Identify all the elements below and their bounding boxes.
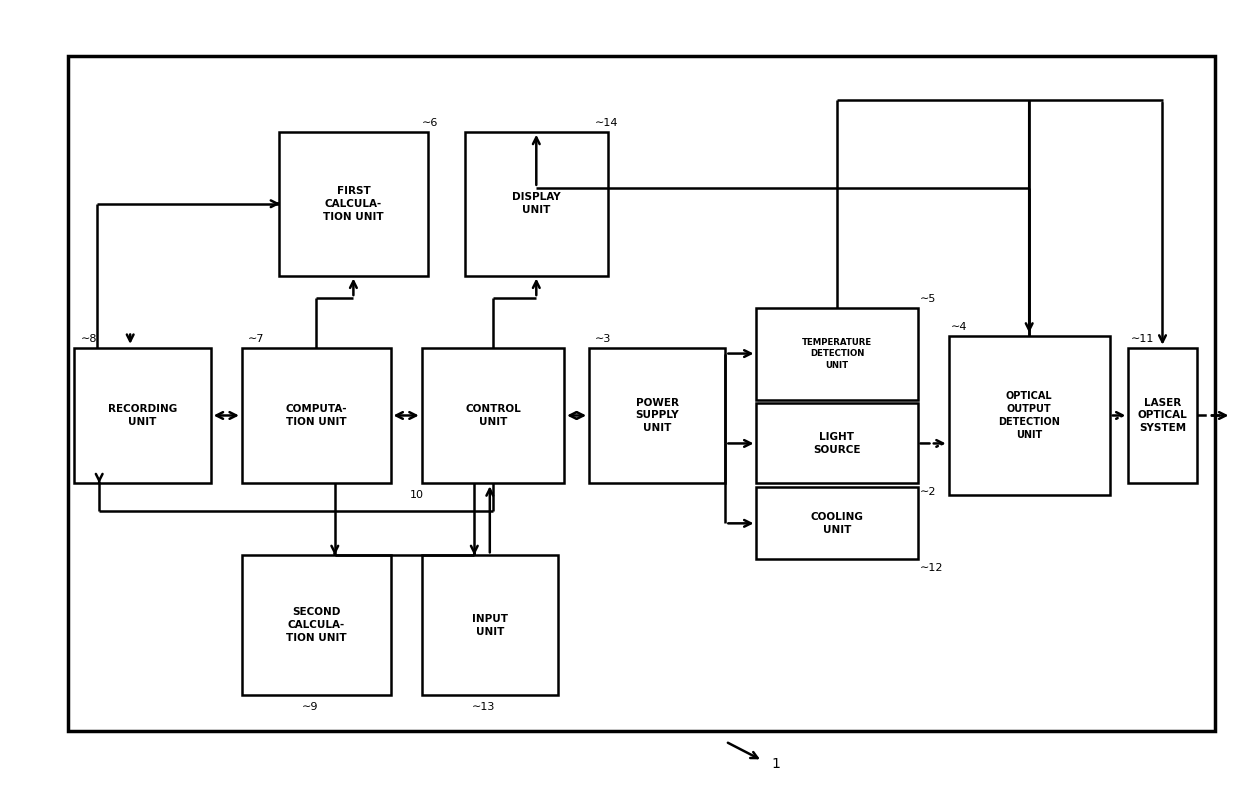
Text: LIGHT
SOURCE: LIGHT SOURCE (813, 432, 861, 455)
Bar (74, 348, 211, 483)
Text: ∼5: ∼5 (920, 293, 936, 304)
Bar (949, 336, 1110, 495)
Text: ∼4: ∼4 (951, 321, 967, 332)
Text: TEMPERATURE
DETECTION
UNIT: TEMPERATURE DETECTION UNIT (802, 338, 872, 369)
Bar (242, 348, 391, 483)
Text: CONTROL
UNIT: CONTROL UNIT (465, 404, 521, 427)
Text: FIRST
CALCULA-
TION UNIT: FIRST CALCULA- TION UNIT (324, 186, 383, 221)
Text: ∼7: ∼7 (248, 333, 264, 344)
Bar (242, 555, 391, 695)
Text: 1: 1 (771, 757, 780, 771)
Text: COMPUTA-
TION UNIT: COMPUTA- TION UNIT (285, 404, 347, 427)
Bar (422, 348, 564, 483)
Bar (756, 403, 918, 483)
Text: OPTICAL
OUTPUT
DETECTION
UNIT: OPTICAL OUTPUT DETECTION UNIT (998, 392, 1060, 439)
Bar (589, 348, 725, 483)
Text: LASER
OPTICAL
SYSTEM: LASER OPTICAL SYSTEM (1137, 398, 1188, 433)
Bar (756, 308, 918, 400)
Text: 10: 10 (410, 490, 424, 500)
Text: POWER
SUPPLY
UNIT: POWER SUPPLY UNIT (635, 398, 680, 433)
Text: RECORDING
UNIT: RECORDING UNIT (108, 404, 177, 427)
Text: INPUT
UNIT: INPUT UNIT (471, 614, 508, 637)
Text: DISPLAY
UNIT: DISPLAY UNIT (512, 193, 560, 215)
Text: ∼12: ∼12 (920, 563, 944, 574)
Bar (279, 132, 428, 276)
Text: ∼13: ∼13 (472, 702, 495, 712)
Text: ∼9: ∼9 (301, 702, 319, 712)
Bar (422, 555, 558, 695)
Bar (68, 56, 1215, 731)
Text: SECOND
CALCULA-
TION UNIT: SECOND CALCULA- TION UNIT (286, 607, 346, 643)
Text: ∼2: ∼2 (920, 487, 936, 498)
Text: ∼14: ∼14 (595, 117, 619, 128)
Text: ∼3: ∼3 (595, 333, 611, 344)
Text: ∼6: ∼6 (422, 117, 438, 128)
Bar (1128, 348, 1197, 483)
Text: ∼11: ∼11 (1131, 333, 1154, 344)
Text: ∼8: ∼8 (81, 333, 97, 344)
Bar (756, 487, 918, 559)
Bar (465, 132, 608, 276)
Text: COOLING
UNIT: COOLING UNIT (811, 512, 863, 535)
